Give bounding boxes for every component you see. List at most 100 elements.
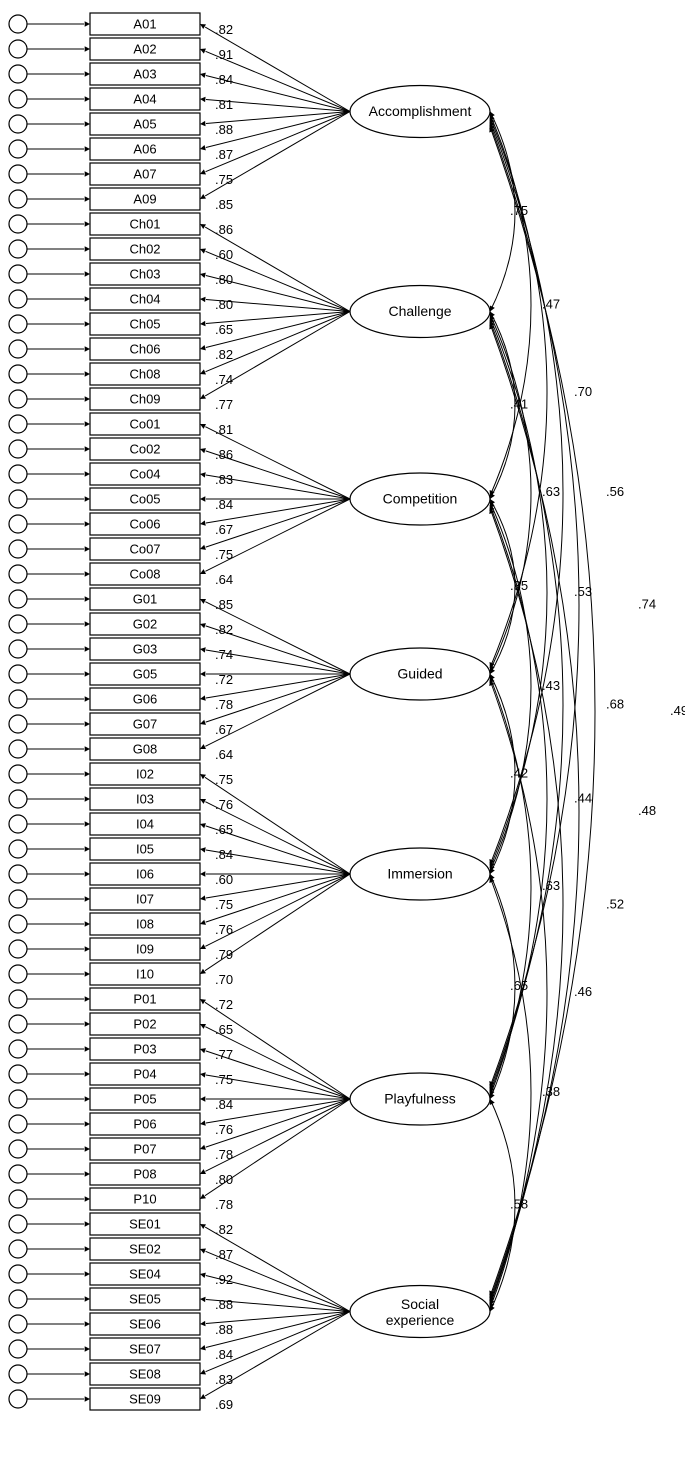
item-label-G02: G02 [133,616,158,631]
covariance-label-A-G: .70 [574,384,592,399]
loading-A07: .75 [215,172,233,187]
error-SE05 [9,1290,27,1308]
sem-path-diagram: .75.41.35.42.65.58.47.63.43.63.38.70.53.… [0,0,685,1481]
loading-I05: .84 [215,847,233,862]
item-label-P10: P10 [133,1191,156,1206]
item-label-Ch05: Ch05 [129,316,160,331]
error-Co06 [9,515,27,533]
covariance-label-A-I: .56 [606,484,624,499]
loading-Ch06: .82 [215,347,233,362]
loading-SE06: .88 [215,1322,233,1337]
error-SE01 [9,1215,27,1233]
item-label-G06: G06 [133,691,158,706]
loading-Ch03: .80 [215,272,233,287]
error-G02 [9,615,27,633]
loading-P07: .78 [215,1147,233,1162]
error-Ch03 [9,265,27,283]
item-label-Co05: Co05 [129,491,160,506]
error-I07 [9,890,27,908]
error-I06 [9,865,27,883]
loading-Ch08: .74 [215,372,233,387]
error-A03 [9,65,27,83]
loading-Co08: .64 [215,572,233,587]
item-label-SE09: SE09 [129,1391,161,1406]
factor-label-G: Guided [397,666,442,682]
error-G03 [9,640,27,658]
item-label-SE06: SE06 [129,1316,161,1331]
error-Ch04 [9,290,27,308]
error-P03 [9,1040,27,1058]
error-I02 [9,765,27,783]
loading-Ch02: .60 [215,247,233,262]
item-label-Co08: Co08 [129,566,160,581]
item-label-Co04: Co04 [129,466,160,481]
loading-P05: .84 [215,1097,233,1112]
loading-G06: .78 [215,697,233,712]
loading-Ch05: .65 [215,322,233,337]
loading-I08: .76 [215,922,233,937]
error-Co04 [9,465,27,483]
item-label-G03: G03 [133,641,158,656]
loading-G01: .85 [215,597,233,612]
loading-Ch09: .77 [215,397,233,412]
loading-I09: .79 [215,947,233,962]
loading-I06: .60 [215,872,233,887]
error-I04 [9,815,27,833]
error-I09 [9,940,27,958]
factor-label-SE-1: Social [401,1296,439,1312]
item-label-A07: A07 [133,166,156,181]
loading-G08: .64 [215,747,233,762]
covariance-label-Co-P: .44 [574,790,592,805]
covariance-label-Co-SE: .52 [606,897,624,912]
error-I08 [9,915,27,933]
error-A01 [9,15,27,33]
loading-SE05: .88 [215,1297,233,1312]
item-label-G05: G05 [133,666,158,681]
loading-A05: .88 [215,122,233,137]
loading-G02: .82 [215,622,233,637]
error-P08 [9,1165,27,1183]
covariance-label-A-P: .74 [638,597,656,612]
loading-Co01: .81 [215,422,233,437]
error-P06 [9,1115,27,1133]
item-label-P02: P02 [133,1016,156,1031]
factor-label-P: Playfulness [384,1091,456,1107]
item-label-I04: I04 [136,816,154,831]
item-label-G07: G07 [133,716,158,731]
error-A07 [9,165,27,183]
loading-A06: .87 [215,147,233,162]
covariance-label-G-SE: .46 [574,984,592,999]
loading-G07: .67 [215,722,233,737]
item-label-P03: P03 [133,1041,156,1056]
item-label-I06: I06 [136,866,154,881]
error-P05 [9,1090,27,1108]
error-Co08 [9,565,27,583]
error-P04 [9,1065,27,1083]
error-SE08 [9,1365,27,1383]
loading-P04: .75 [215,1072,233,1087]
factor-label-I: Immersion [387,866,452,882]
loading-I03: .76 [215,797,233,812]
error-A02 [9,40,27,58]
item-label-A01: A01 [133,16,156,31]
item-label-P04: P04 [133,1066,156,1081]
error-Ch08 [9,365,27,383]
error-SE06 [9,1315,27,1333]
item-label-I03: I03 [136,791,154,806]
item-label-Ch04: Ch04 [129,291,160,306]
loading-I04: .65 [215,822,233,837]
loading-P03: .77 [215,1047,233,1062]
loading-P08: .80 [215,1172,233,1187]
item-label-SE01: SE01 [129,1216,161,1231]
item-label-Ch09: Ch09 [129,391,160,406]
covariance-label-Ch-G: .63 [542,484,560,499]
loading-P06: .76 [215,1122,233,1137]
error-Co07 [9,540,27,558]
error-Ch05 [9,315,27,333]
loading-G05: .72 [215,672,233,687]
factor-label-SE-2: experience [386,1312,455,1328]
item-label-Ch08: Ch08 [129,366,160,381]
loading-Co04: .83 [215,472,233,487]
loading-SE09: .69 [215,1397,233,1412]
error-Ch06 [9,340,27,358]
